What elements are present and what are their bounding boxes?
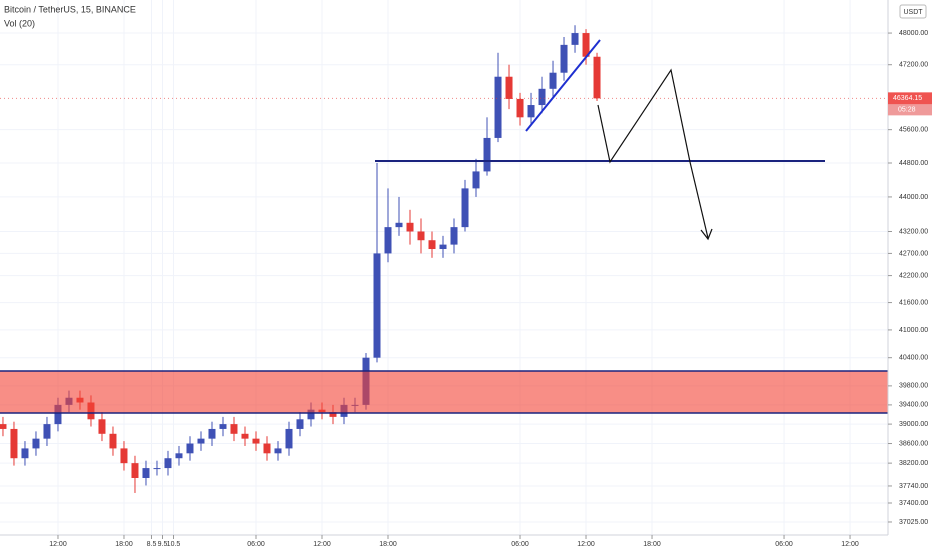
candle-body (285, 428, 293, 449)
candle-body (230, 424, 238, 434)
candle-body (10, 428, 18, 459)
y-tick-label: 41600.00 (899, 299, 928, 306)
axes: 37025.00 37400.00 37740.00 38200.00 38600.00… (49, 30, 932, 548)
candle-body (263, 443, 271, 454)
y-tick-label: 47200.00 (899, 62, 928, 69)
trend-line (525, 39, 601, 132)
y-tick-label: 39400.00 (899, 402, 928, 409)
candle-body (329, 412, 337, 417)
x-tick-label: 12:00 (577, 541, 595, 548)
candle-body (32, 438, 40, 449)
candle-body (252, 438, 260, 444)
y-tick-label: 38200.00 (899, 460, 928, 467)
x-tick-label: 8.5 (147, 541, 157, 548)
candle-body (21, 448, 29, 459)
x-tick-label: 18:00 (643, 541, 661, 548)
candle-body (175, 453, 183, 459)
y-tick-label: 44000.00 (899, 194, 928, 201)
candle-body (54, 404, 62, 425)
x-tick-label: 06:00 (247, 541, 265, 548)
candle-body (483, 137, 491, 172)
candle-body (505, 76, 513, 99)
candle-body (120, 448, 128, 464)
y-tick-label: 39800.00 (899, 383, 928, 390)
last-price-label: 46364.15 (893, 95, 922, 102)
candle-body (296, 419, 304, 429)
candle-body (109, 433, 117, 449)
candle-body (461, 188, 469, 228)
candle-body (164, 458, 172, 469)
countdown-label: 05:28 (898, 107, 916, 114)
y-tick-label: 42200.00 (899, 272, 928, 279)
candle-body (241, 433, 249, 439)
candle-body (560, 44, 568, 73)
candle-body (593, 56, 601, 99)
candle-body (417, 231, 425, 241)
candle-body (208, 428, 216, 439)
x-tick-label: 12:00 (841, 541, 859, 548)
candle-body (0, 424, 7, 429)
x-tick-label: 18:00 (379, 541, 397, 548)
x-tick-label: 9.5 (158, 541, 168, 548)
y-tick-label: 38600.00 (899, 440, 928, 447)
candle-body (153, 468, 161, 470)
x-tick-label: 18:00 (115, 541, 133, 548)
candle-body (494, 76, 502, 138)
candle-body (274, 448, 282, 454)
y-tick-label: 42700.00 (899, 250, 928, 257)
candle-body (98, 419, 106, 434)
candle-body (428, 240, 436, 250)
x-tick-label: 06:00 (511, 541, 529, 548)
last-price-badge (888, 92, 932, 105)
x-tick-label: 12:00 (313, 541, 331, 548)
candle-body (219, 424, 227, 429)
candle-body (527, 105, 535, 118)
candle-body (186, 443, 194, 454)
y-tick-label: 41000.00 (899, 327, 928, 334)
candle-body (307, 409, 315, 420)
y-tick-label: 39000.00 (899, 421, 928, 428)
candle-body (406, 222, 414, 232)
candle-body (373, 253, 381, 358)
price-axis-background (888, 0, 932, 550)
support-zone (0, 371, 888, 413)
projection-arrowhead (700, 228, 713, 241)
y-tick-label: 37400.00 (899, 500, 928, 507)
candle-body (516, 98, 524, 118)
candle-body (571, 33, 579, 45)
y-tick-label: 43200.00 (899, 228, 928, 235)
candle-body (197, 438, 205, 444)
currency-label: USDT (903, 9, 923, 16)
x-tick-label: 10.5 (167, 541, 181, 548)
candle-body (450, 227, 458, 245)
countdown-badge (888, 104, 932, 116)
y-tick-label: 40400.00 (899, 355, 928, 362)
x-tick-label: 12:00 (49, 541, 67, 548)
candle-body (43, 424, 51, 439)
candle-body (384, 227, 392, 254)
currency-badge[interactable] (899, 4, 927, 19)
y-tick-label: 44800.00 (899, 160, 928, 167)
candle-body (582, 33, 590, 57)
chart-title: Bitcoin / TetherUS, 15, BINANCE (4, 4, 136, 14)
drawings (0, 39, 888, 414)
candle-body (472, 171, 480, 189)
candle-body (538, 88, 546, 106)
indicator-label: Vol (20) (4, 18, 35, 28)
y-tick-label: 37025.00 (899, 519, 928, 526)
candle-body (142, 468, 150, 478)
y-tick-label: 37740.00 (899, 483, 928, 490)
projection-path (597, 68, 709, 239)
x-tick-label: 06:00 (775, 541, 793, 548)
candle-body (395, 222, 403, 228)
candle-body (439, 244, 447, 250)
candle-body (549, 72, 557, 89)
y-tick-label: 45600.00 (899, 127, 928, 134)
y-tick-label: 48000.00 (899, 30, 928, 37)
candle-body (131, 463, 139, 478)
